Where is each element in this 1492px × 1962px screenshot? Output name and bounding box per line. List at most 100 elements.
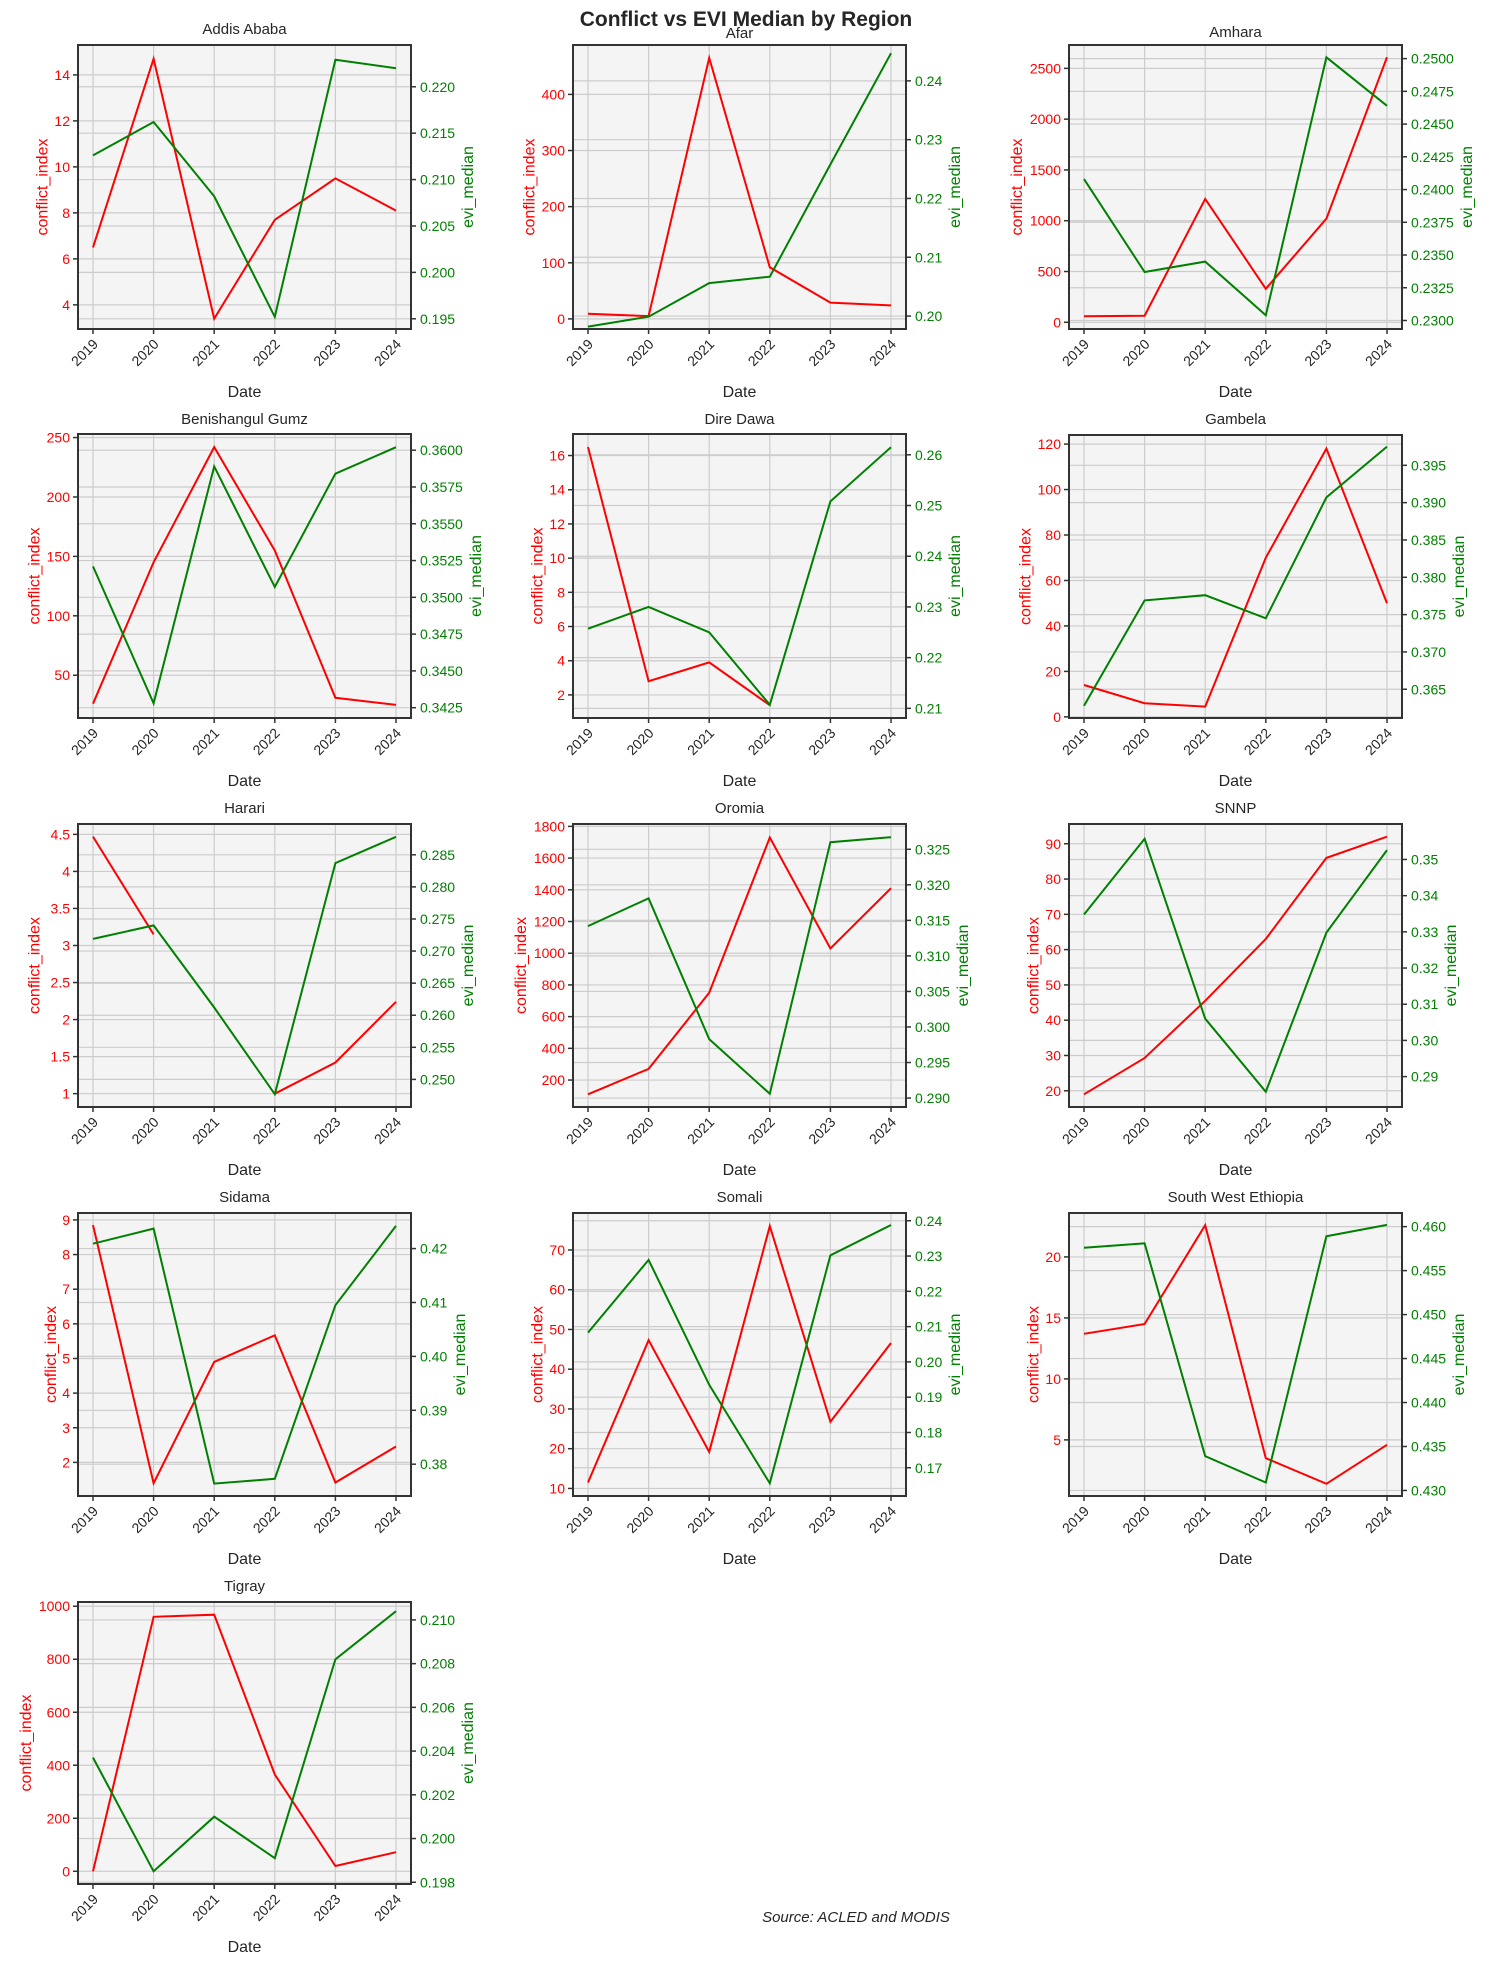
y-tick-label: 15 [1045,1310,1061,1326]
panel-dire-dawa: 2 4 6 8 10 12 14 16 0.21 0.22 0.23 0.24 0.25 0.26 2019… [530,411,964,790]
panel-amhara: 0 500 1000 1500 2000 2500 0.2300 0.2325 0.2350 0.… [1009,24,1476,401]
x-tick-label: 2019 [1059,1114,1092,1147]
axes-frame [1068,44,1403,330]
y-tick-label: 100 [542,255,566,271]
panel-title: Harari [224,800,265,817]
y-tick-label: 16 [549,448,565,464]
y2-tick-label: 0.3600 [420,442,463,458]
y-tick-label: 600 [47,1704,71,1720]
y2-tick-label: 0.23 [915,599,942,615]
x-tick-label: 2024 [371,1891,404,1924]
x-tick-label: 2023 [310,336,343,369]
x-tick-label: 2022 [1241,1503,1274,1536]
y-tick-label: 60 [1045,572,1061,588]
y2-tick-label: 0.265 [420,975,455,991]
y2-tick-label: 0.3525 [420,553,463,569]
y-tick-label: 3.5 [51,900,71,916]
plot-area [78,1213,411,1496]
y2-tick-label: 0.2350 [1411,247,1454,263]
y-tick-label: 400 [542,86,566,102]
x-tick-label: 2020 [1119,725,1152,758]
x-tick-label: 2019 [68,336,101,369]
y2-tick-label: 0.208 [420,1656,455,1672]
y-axis-label: conflict_index [1009,139,1026,236]
series-conflict_index [587,1222,892,1483]
y2-tick-label: 0.295 [915,1055,950,1071]
x-tick-label: 2024 [866,725,899,758]
y-tick-label: 2 [557,687,565,703]
x-tick-label: 2021 [684,1114,717,1147]
series-conflict_index [1083,1222,1388,1485]
y-tick-label: 200 [542,199,566,215]
y2-tick-label: 0.23 [915,132,942,148]
x-tick-label: 2019 [1059,725,1092,758]
y2-tick-label: 0.2325 [1411,280,1454,296]
y2-axis-label: evi_median [947,146,964,228]
x-tick-label: 2023 [310,1891,343,1924]
y2-axis-label: evi_median [1459,146,1476,228]
y2-tick-label: 0.20 [915,308,942,324]
panel-harari: 1 1.5 2 2.5 3 3.5 4 4.5 0.250 0.255 0.260 0.265 0.27… [26,800,477,1179]
y-tick-label: 40 [1045,1012,1061,1028]
x-tick-label: 2024 [371,336,404,369]
plot-area [573,824,906,1107]
y-axis-label: conflict_index [26,917,43,1014]
y-tick-label: 100 [47,608,71,624]
plot-area [1069,435,1402,718]
x-tick-label: 2024 [1362,725,1395,758]
panel-addis-ababa: 4 6 8 10 12 14 0.195 0.200 0.205 0.210 0.215 0.220 2… [35,21,477,401]
x-tick-label: 2022 [1241,1114,1274,1147]
x-tick-label: 2021 [1180,1114,1213,1147]
y2-tick-label: 0.385 [1411,532,1446,548]
y2-tick-label: 0.200 [420,264,455,280]
panel-title: SNNP [1215,800,1257,817]
x-tick-label: 2023 [1301,1114,1334,1147]
y2-tick-label: 0.3500 [420,589,463,605]
y2-tick-label: 0.2450 [1411,116,1454,132]
x-tick-label: 2020 [1119,1114,1152,1147]
y2-tick-label: 0.32 [1411,960,1438,976]
y2-axis-label: evi_median [460,925,477,1007]
y-tick-label: 50 [549,1321,565,1337]
y2-axis-label: evi_median [1451,536,1468,618]
y2-tick-label: 0.275 [420,911,455,927]
y2-tick-label: 0.3425 [420,700,463,716]
series-evi_median [587,52,892,328]
y-tick-label: 2 [62,1012,70,1028]
y-tick-label: 20 [1045,663,1061,679]
y2-tick-label: 0.204 [420,1743,455,1759]
x-tick-label: 2022 [250,1503,283,1536]
x-axis-label: Date [1219,1162,1253,1179]
axes-frame [1068,823,1403,1108]
x-tick-label: 2019 [563,725,596,758]
y2-tick-label: 0.34 [1411,888,1438,904]
series-evi_median [92,835,397,1097]
y-tick-label: 14 [54,67,70,83]
y-tick-label: 1 [62,1086,70,1102]
y2-tick-label: 0.210 [420,1612,455,1628]
y2-tick-label: 0.215 [420,125,455,141]
y-tick-label: 50 [54,667,70,683]
y2-axis-label: evi_median [955,925,972,1007]
y-tick-label: 6 [62,251,70,267]
series-conflict_index [1083,56,1388,318]
y2-axis-label: evi_median [947,1314,964,1396]
axes-frame [77,1212,412,1497]
figure-title: Conflict vs EVI Median by Region [580,8,913,31]
x-axis-label: Date [1219,773,1253,790]
x-tick-label: 2023 [1301,725,1334,758]
y2-tick-label: 0.23 [915,1248,942,1264]
y-tick-label: 1000 [1030,213,1061,229]
y-axis-label: conflict_index [26,528,43,625]
y-tick-label: 800 [47,1651,71,1667]
x-tick-label: 2020 [128,1891,161,1924]
panel-tigray: 0 200 400 600 800 1000 0.198 0.200 0.202 0.204 0.2… [18,1578,477,1956]
y2-tick-label: 0.365 [1411,681,1446,697]
y2-tick-label: 0.39 [420,1402,447,1418]
y-tick-label: 1800 [534,818,565,834]
axes-frame [572,44,907,330]
series-evi_median [1083,1223,1388,1484]
y2-tick-label: 0.310 [915,948,950,964]
y2-tick-label: 0.22 [915,1283,942,1299]
x-tick-label: 2023 [310,1503,343,1536]
